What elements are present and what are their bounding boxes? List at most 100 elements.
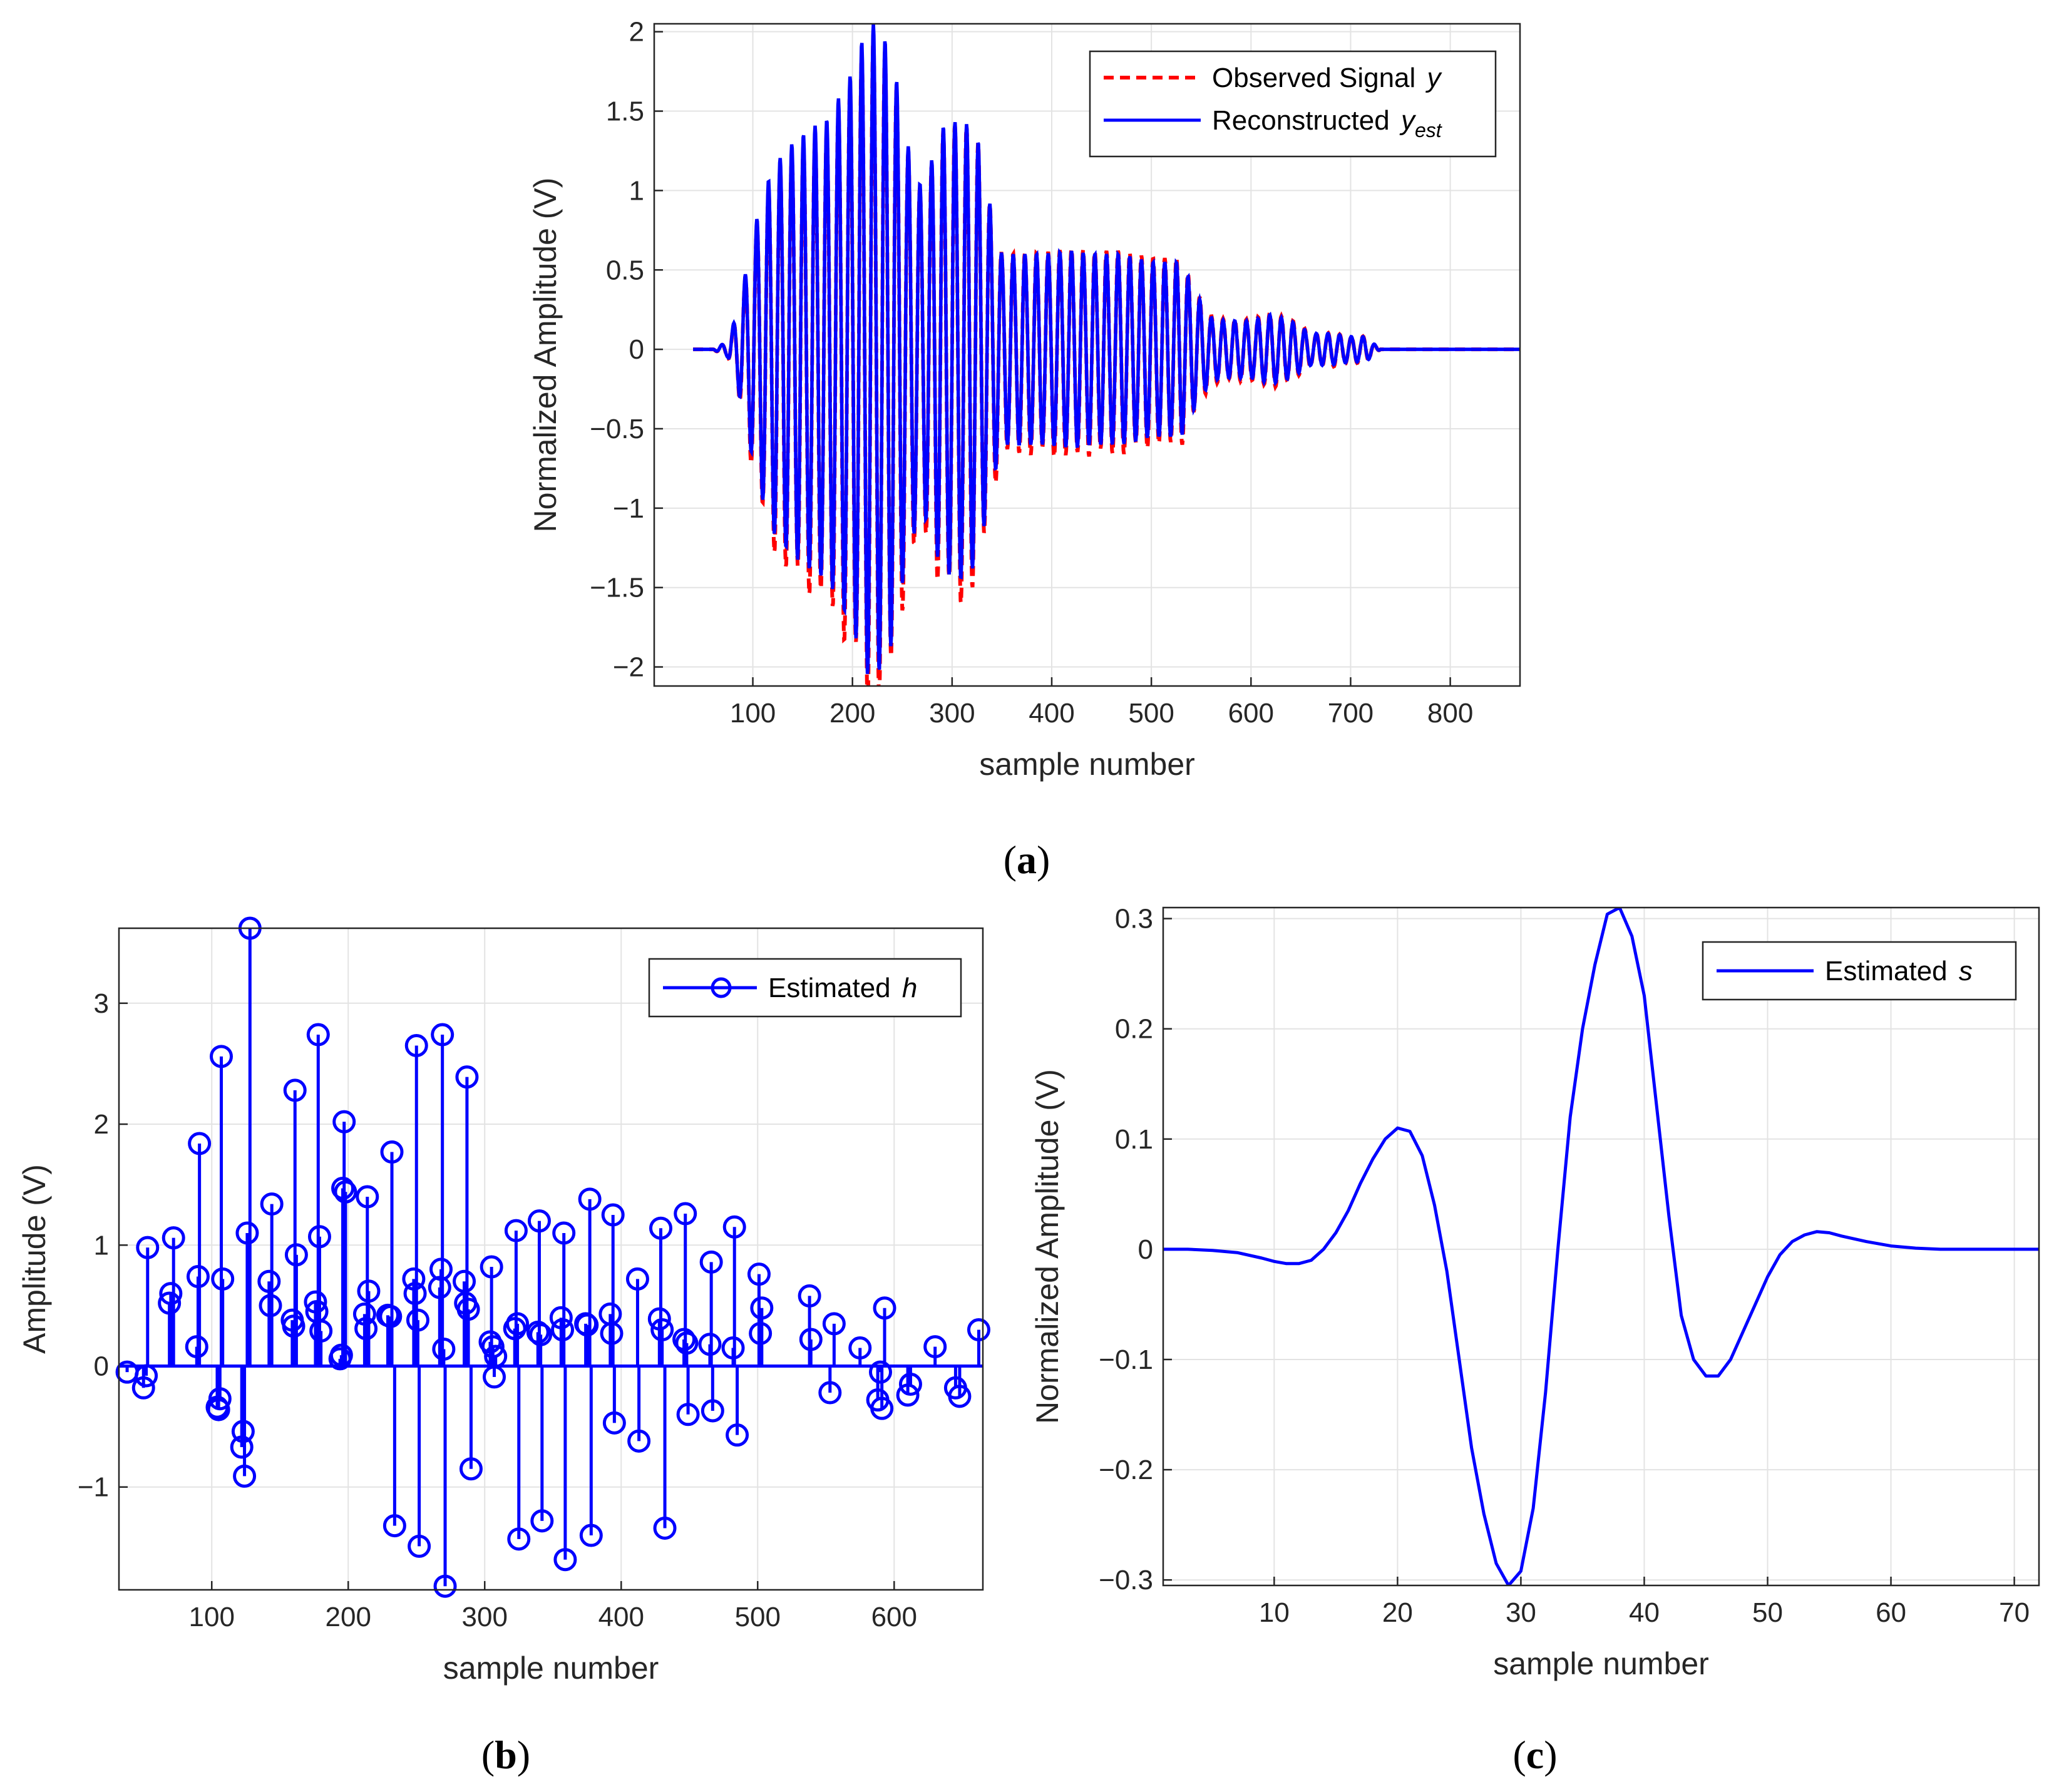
legend-variable: s [1959, 956, 1973, 986]
stem-marker [260, 1192, 284, 1216]
y-tick-label: 1 [94, 1230, 109, 1261]
stem-marker [332, 1110, 356, 1134]
y-tick-label: 0.3 [1115, 904, 1153, 934]
y-tick-label: 1 [629, 175, 644, 206]
plot-area [119, 928, 983, 1590]
stem-marker [257, 1269, 281, 1293]
y-tick-label: 0 [1138, 1234, 1153, 1265]
x-tick-label: 400 [598, 1602, 644, 1632]
stem-marker [309, 1319, 333, 1343]
stem-marker [357, 1279, 381, 1303]
axes-frame [118, 927, 984, 1591]
legend-subscript: est [1415, 119, 1442, 141]
y-tick-label: −1 [78, 1472, 109, 1503]
stem-marker [352, 1302, 376, 1326]
stem-marker [898, 1372, 922, 1396]
x-tick-label: 100 [730, 698, 776, 729]
series-reconstructed-signal [693, 24, 1520, 674]
stem-marker [529, 1323, 553, 1346]
stem-marker [208, 1387, 232, 1411]
stem-marker [481, 1335, 505, 1359]
stem-marker [480, 1255, 503, 1279]
stem-marker [230, 1435, 254, 1459]
panel-label-letter: c [1526, 1733, 1544, 1777]
stem-marker [948, 1385, 972, 1408]
x-tick-label: 400 [1029, 698, 1074, 729]
stem-marker [406, 1308, 429, 1332]
y-tick-label: 0.2 [1115, 1014, 1153, 1045]
axes-frame [653, 23, 1521, 687]
y-tick-label: −0.5 [590, 414, 644, 444]
stem-marker [575, 1313, 599, 1337]
y-tick-label: 0.1 [1115, 1124, 1153, 1155]
stem-marker [551, 1318, 575, 1342]
panel-label-close: ) [1544, 1733, 1557, 1777]
panel-label-letter: b [495, 1733, 517, 1777]
stem-marker [674, 1202, 697, 1226]
stem-marker [749, 1321, 773, 1345]
stem-marker [870, 1396, 894, 1420]
gridlines [1163, 908, 2039, 1585]
stem-marker [408, 1534, 431, 1558]
stem-marker [818, 1381, 842, 1405]
legend-label: Estimated s [1825, 956, 1973, 986]
stem-marker [822, 1312, 846, 1336]
legend-variable: h [902, 973, 917, 1003]
stem-marker [967, 1318, 990, 1342]
series-estimated-s [1163, 908, 2039, 1585]
x-tick-label: 20 [1382, 1597, 1413, 1628]
x-tick-label: 100 [189, 1602, 235, 1632]
y-tick-label: 2 [629, 17, 644, 48]
y-tick-label: 0 [94, 1351, 109, 1382]
chart-b: 100 200 300 400 500 600 −1 0 1 2 3 sample number Amp… [17, 916, 990, 1777]
stem-marker [433, 1574, 457, 1598]
stem-marker [210, 1045, 234, 1068]
legend-text: Observed Signal [1212, 63, 1424, 93]
y-tick-label: −1 [613, 493, 644, 524]
panel-label-letter: a [1017, 837, 1037, 882]
legend-variable: y [1425, 63, 1443, 93]
plot-series-group [693, 24, 1520, 686]
stem-marker [185, 1335, 208, 1359]
stem-marker [354, 1317, 378, 1341]
stem-marker [428, 1276, 451, 1299]
stem-marker [231, 1420, 255, 1443]
stem-marker [923, 1335, 947, 1359]
y-tick-label: −0.3 [1099, 1565, 1153, 1595]
stem-marker [527, 1209, 551, 1233]
stem-marker [676, 1403, 700, 1426]
stem-marker [379, 1304, 403, 1328]
plot-series-group [1163, 908, 2039, 1585]
stem-marker [459, 1457, 483, 1481]
stem-marker [282, 1314, 306, 1338]
stem-marker [504, 1219, 528, 1242]
stem-marker [283, 1078, 307, 1102]
stem-marker [455, 1065, 479, 1089]
stem-marker [356, 1185, 379, 1209]
x-tick-label: 60 [1876, 1597, 1906, 1628]
x-tick-label: 200 [326, 1602, 371, 1632]
stem-marker [747, 1262, 771, 1286]
stem-marker [159, 1282, 183, 1306]
stem-marker [135, 1364, 158, 1388]
stem-marker [188, 1132, 212, 1155]
stem-marker [798, 1284, 821, 1308]
x-tick-label: 300 [929, 698, 975, 729]
stem-marker [578, 1187, 602, 1211]
stem-marker [403, 1282, 427, 1306]
x-tick-label: 30 [1506, 1597, 1536, 1628]
stem-marker [432, 1337, 456, 1361]
stem-marker [404, 1033, 428, 1057]
stem-marker [402, 1267, 426, 1291]
x-tick-label: 600 [1228, 698, 1274, 729]
x-tick-label: 700 [1328, 698, 1374, 729]
x-tick-label: 200 [829, 698, 875, 729]
x-tick-label: 40 [1629, 1597, 1660, 1628]
stem-marker [211, 1267, 235, 1291]
y-tick-label: 0.5 [606, 255, 644, 285]
panel-label-close: ) [1037, 837, 1050, 882]
y-tick-label: 1.5 [606, 96, 644, 127]
stem-marker [186, 1265, 210, 1289]
panel-label-open: ( [1004, 837, 1017, 882]
